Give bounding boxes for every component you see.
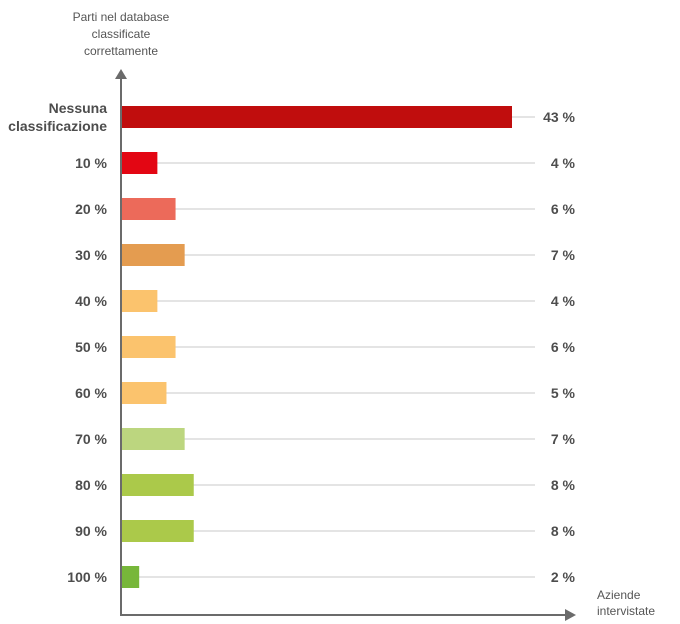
category-label-line: 30 %	[75, 247, 107, 263]
category-label: 80 %	[75, 477, 107, 493]
value-label: 4 %	[551, 293, 576, 309]
y-axis-title: Parti nel database classificate correttame…	[73, 10, 170, 58]
bar	[121, 336, 176, 358]
value-label: 6 %	[551, 201, 576, 217]
value-label: 7 %	[551, 247, 576, 263]
value-label: 8 %	[551, 523, 576, 539]
axes	[115, 69, 576, 621]
category-label: 40 %	[75, 293, 107, 309]
category-label: 50 %	[75, 339, 107, 355]
category-label-line: 50 %	[75, 339, 107, 355]
category-label-line: 70 %	[75, 431, 107, 447]
bar	[121, 152, 158, 174]
category-labels: Nessuna classificazione 10 % 20 % 30 % 40 % 50…	[8, 100, 107, 585]
value-label: 8 %	[551, 477, 576, 493]
category-label: 20 %	[75, 201, 107, 217]
y-axis-title-line: classificate	[92, 27, 151, 41]
y-axis-title-line: Parti nel database	[73, 10, 170, 24]
category-label: 60 %	[75, 385, 107, 401]
x-axis-title-line: intervistate	[597, 604, 655, 618]
bar	[121, 474, 194, 496]
category-label: 100 %	[67, 569, 107, 585]
value-labels: 43 % 4 % 6 % 7 % 4 % 6 % 5 % 7 % 8 % 8 % 2 %	[543, 109, 575, 585]
category-label: 10 %	[75, 155, 107, 171]
category-label-line: classificazione	[8, 118, 107, 134]
bar	[121, 382, 167, 404]
category-label-line: 40 %	[75, 293, 107, 309]
bar	[121, 106, 512, 128]
bar	[121, 428, 185, 450]
value-label: 7 %	[551, 431, 576, 447]
category-label-line: 10 %	[75, 155, 107, 171]
value-label: 43 %	[543, 109, 575, 125]
category-label-line: 60 %	[75, 385, 107, 401]
category-label: 90 %	[75, 523, 107, 539]
x-axis-arrow-icon	[565, 609, 576, 621]
bar	[121, 198, 176, 220]
x-axis-title: Aziende intervistate	[597, 588, 655, 618]
bar	[121, 244, 185, 266]
category-label: Nessuna classificazione	[8, 100, 107, 134]
value-label: 2 %	[551, 569, 576, 585]
category-label-line: 100 %	[67, 569, 107, 585]
gridlines	[121, 116, 535, 578]
category-label-line: 80 %	[75, 477, 107, 493]
y-axis-arrow-icon	[115, 69, 127, 79]
bar	[121, 566, 140, 588]
category-label-line: 90 %	[75, 523, 107, 539]
bar	[121, 520, 194, 542]
bar	[121, 290, 158, 312]
value-label: 4 %	[551, 155, 576, 171]
value-label: 5 %	[551, 385, 576, 401]
category-label: 30 %	[75, 247, 107, 263]
bars	[121, 106, 512, 588]
y-axis-title-line: correttamente	[84, 44, 158, 58]
value-label: 6 %	[551, 339, 576, 355]
category-label-line: Nessuna	[49, 100, 108, 116]
x-axis-title-line: Aziende	[597, 588, 641, 602]
category-label-line: 20 %	[75, 201, 107, 217]
category-label: 70 %	[75, 431, 107, 447]
